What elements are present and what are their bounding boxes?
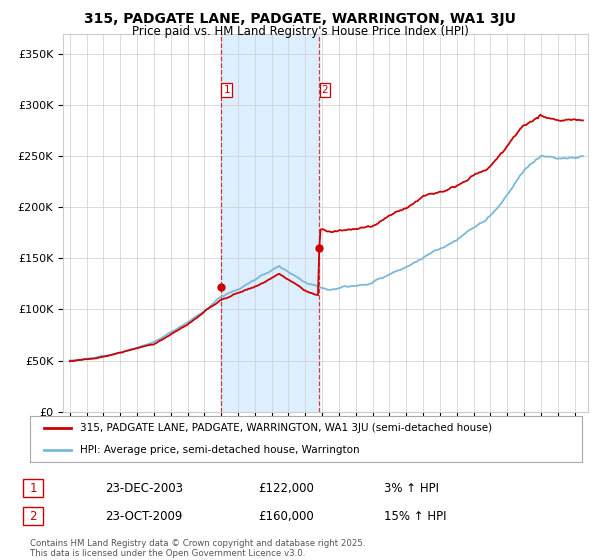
Text: Contains HM Land Registry data © Crown copyright and database right 2025.
This d: Contains HM Land Registry data © Crown c… (30, 539, 365, 558)
Text: £122,000: £122,000 (258, 482, 314, 495)
Text: 15% ↑ HPI: 15% ↑ HPI (384, 510, 446, 523)
Text: HPI: Average price, semi-detached house, Warrington: HPI: Average price, semi-detached house,… (80, 445, 359, 455)
Text: £160,000: £160,000 (258, 510, 314, 523)
Text: 1: 1 (223, 85, 230, 95)
Text: 23-DEC-2003: 23-DEC-2003 (105, 482, 183, 495)
Bar (221, 34, 319, 412)
Text: 2: 2 (29, 510, 37, 523)
Text: 1: 1 (29, 482, 37, 495)
Text: Price paid vs. HM Land Registry's House Price Index (HPI): Price paid vs. HM Land Registry's House … (131, 25, 469, 38)
Text: 315, PADGATE LANE, PADGATE, WARRINGTON, WA1 3JU (semi-detached house): 315, PADGATE LANE, PADGATE, WARRINGTON, … (80, 423, 492, 433)
Text: 315, PADGATE LANE, PADGATE, WARRINGTON, WA1 3JU: 315, PADGATE LANE, PADGATE, WARRINGTON, … (84, 12, 516, 26)
Text: 3% ↑ HPI: 3% ↑ HPI (384, 482, 439, 495)
Text: 23-OCT-2009: 23-OCT-2009 (105, 510, 182, 523)
Text: 2: 2 (322, 85, 328, 95)
